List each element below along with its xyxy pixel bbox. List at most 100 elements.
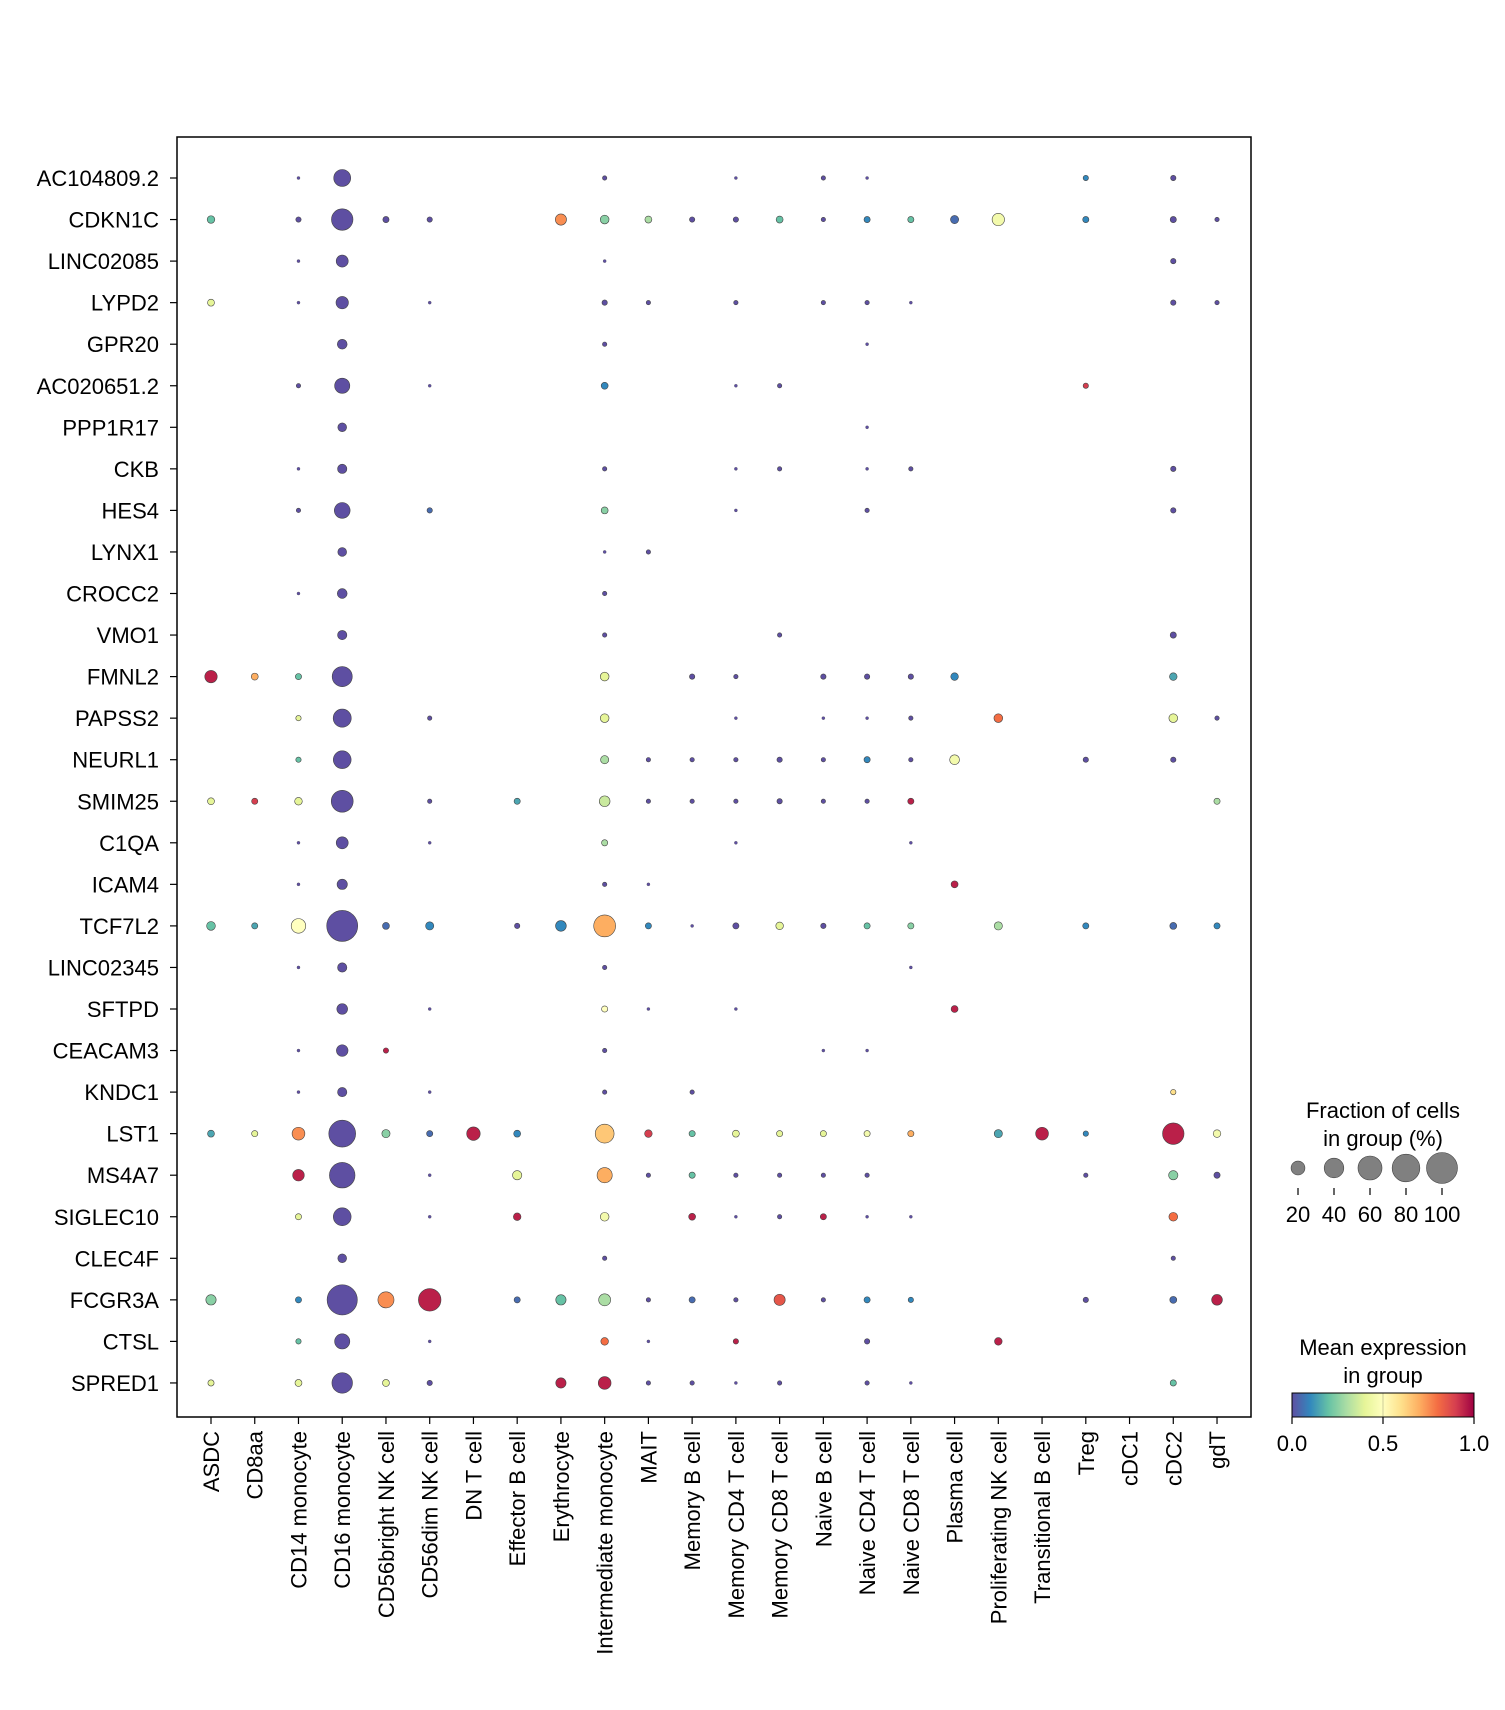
dot [294, 1379, 303, 1387]
dot [1168, 713, 1178, 723]
dot [733, 757, 739, 763]
dot [907, 797, 915, 805]
x-tick-label: Transitional B cell [1030, 1431, 1055, 1604]
dot [1162, 1122, 1185, 1145]
dot [734, 467, 738, 471]
dot [821, 716, 826, 720]
dot [1170, 258, 1177, 265]
dot [909, 841, 913, 845]
y-tick-label: LST1 [106, 1122, 159, 1147]
y-tick-label: FMNL2 [87, 665, 159, 690]
dot [593, 914, 616, 938]
dot [296, 841, 301, 845]
dot [909, 1381, 913, 1385]
dot [337, 630, 348, 640]
dot [328, 1119, 356, 1148]
y-tick-label: VMO1 [97, 623, 159, 648]
dot [991, 213, 1005, 227]
dot [602, 259, 607, 263]
dot [251, 1130, 259, 1138]
dot [907, 922, 915, 930]
dot [949, 754, 960, 765]
dot [1082, 382, 1089, 389]
dot [863, 922, 871, 930]
dot [296, 300, 301, 305]
dot [950, 672, 959, 681]
dot [428, 1007, 432, 1011]
dot [602, 881, 608, 887]
dot [335, 296, 349, 310]
dot [734, 1007, 738, 1011]
dot [337, 339, 348, 350]
dot [821, 1048, 826, 1053]
dot [382, 1047, 389, 1054]
x-tick-label: CD56dim NK cell [418, 1431, 443, 1599]
dot [689, 757, 695, 763]
colorbar-label: 1.0 [1459, 1431, 1490, 1456]
dot [819, 1213, 827, 1221]
y-tick-label: C1QA [99, 831, 159, 856]
dot [296, 965, 301, 970]
size-legend-title-line1: Fraction of cells [1306, 1098, 1460, 1123]
dot [777, 1172, 783, 1178]
dot [1170, 507, 1177, 514]
dot [206, 921, 216, 931]
dot [865, 1048, 869, 1053]
dot [1082, 922, 1090, 930]
dot [908, 715, 914, 721]
dot [689, 1380, 695, 1386]
dot [426, 1379, 433, 1386]
dot [337, 588, 348, 599]
dot [428, 1090, 432, 1094]
dot [296, 591, 301, 596]
dot [598, 1293, 611, 1307]
dot [688, 1171, 696, 1179]
dot [426, 1130, 434, 1138]
dot [907, 1296, 914, 1303]
color-legend: Mean expression in group 0.0 0.5 1.0 [1277, 1335, 1490, 1456]
dot [645, 757, 651, 763]
dot [777, 383, 783, 389]
dot [598, 795, 611, 807]
dot [296, 467, 301, 471]
dot [513, 1129, 521, 1138]
dot [602, 175, 608, 181]
dot [601, 299, 608, 306]
size-legend-dot [1323, 1157, 1345, 1179]
y-axis: AC104809.2 CDKN1C LINC02085 LYPD2 GPR20 AC020… [37, 166, 177, 1396]
dot [337, 547, 347, 557]
dot [601, 1005, 609, 1013]
dot [1170, 1255, 1176, 1261]
y-tick-label: NEURL1 [72, 748, 159, 773]
dot [382, 922, 390, 930]
dot [333, 1207, 352, 1226]
dot [734, 384, 738, 388]
dot [331, 1372, 353, 1394]
dot [864, 300, 870, 306]
dot [337, 1253, 347, 1263]
dot [863, 756, 871, 764]
dot [251, 797, 259, 805]
dot [733, 1172, 739, 1178]
dot [418, 1288, 442, 1312]
y-tick-label: SMIM25 [77, 789, 159, 814]
dot [295, 1213, 302, 1221]
dot [426, 216, 433, 223]
dot [775, 921, 784, 931]
dot [382, 1379, 390, 1387]
dot [777, 1214, 783, 1220]
size-legend-dot [1290, 1160, 1306, 1176]
x-tick-label: Memory CD8 T cell [768, 1431, 793, 1618]
x-tick-label: CD16 monocyte [330, 1431, 355, 1589]
dot [689, 216, 696, 223]
dot [1169, 1296, 1178, 1304]
dot [295, 673, 302, 680]
dot [734, 508, 738, 513]
y-tick-label: CLEC4F [75, 1246, 159, 1271]
dot [337, 422, 347, 432]
dot [689, 673, 696, 680]
colorbar-label: 0.0 [1277, 1431, 1308, 1456]
dot [600, 381, 609, 390]
dot [907, 1130, 915, 1138]
